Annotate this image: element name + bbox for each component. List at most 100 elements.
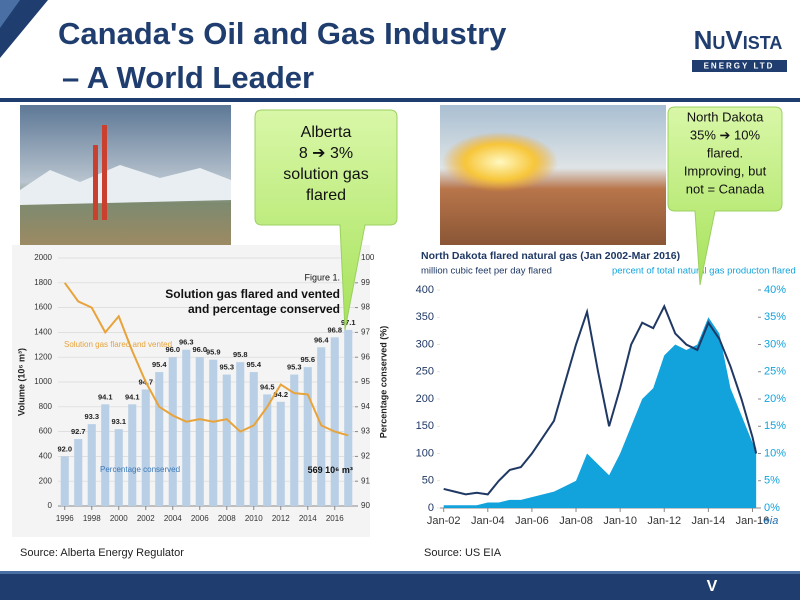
- logo: NuVista: [694, 25, 783, 55]
- y-tick-label: 1000: [34, 377, 52, 386]
- footer-logo: V: [707, 578, 718, 595]
- bar: [222, 374, 231, 506]
- bar: [276, 401, 285, 506]
- x-tick-label: 2006: [191, 514, 209, 523]
- header-corner-light: [0, 0, 20, 28]
- y-tick-label: 300: [416, 338, 434, 350]
- x-tick-label: 1996: [56, 514, 74, 523]
- y-tick-label: 1600: [34, 303, 52, 312]
- x-tick-label: 2002: [137, 514, 155, 523]
- x-tick-label: 2010: [245, 514, 263, 523]
- bar: [155, 372, 164, 506]
- data-label: 95.8: [233, 350, 248, 359]
- x-tick-label: 2016: [326, 514, 344, 523]
- x-tick-label: 2004: [164, 514, 182, 523]
- y2-tick-label: 25%: [764, 366, 786, 378]
- header-rule: [0, 98, 800, 102]
- y2-tick-label: 92: [361, 452, 370, 461]
- callout-text: not = Canada: [686, 181, 765, 196]
- data-label: 96.0: [165, 345, 180, 354]
- chart-title: Figure 1.: [304, 272, 340, 282]
- callout-text: solution gas: [283, 166, 368, 183]
- data-label: 96.8: [327, 325, 342, 334]
- x-tick-label: Jan-12: [647, 515, 681, 527]
- y-tick-label: 0: [428, 502, 434, 514]
- y-tick-label: 0: [48, 501, 53, 510]
- bar: [344, 329, 353, 506]
- chart-alberta: 0 200 400 600 800 1000 1200 1400 1600 1800 2000 90 9…: [16, 253, 388, 523]
- x-tick-label: Jan-16: [736, 515, 770, 527]
- bar: [303, 367, 312, 506]
- y2-tick-label: 5%: [764, 475, 780, 487]
- legend-label: Percentage conserved: [100, 465, 180, 474]
- data-label: 94.5: [260, 382, 275, 391]
- bar: [74, 439, 83, 506]
- callout-text: 8 ➔ 3%: [299, 145, 353, 162]
- y2-tick-label: 99: [361, 278, 370, 287]
- y2-tick-label: 15%: [764, 420, 786, 432]
- bar: [317, 347, 326, 506]
- x-tick-label: Jan-02: [427, 515, 461, 527]
- y2-tick-label: 97: [361, 328, 370, 337]
- y-tick-label: 600: [39, 427, 53, 436]
- x-tick-label: 1998: [83, 514, 101, 523]
- callout: [254, 109, 398, 331]
- bar: [182, 349, 191, 506]
- callout-texts: Alberta 8 ➔ 3% solution gas flared North Dak…: [283, 109, 766, 204]
- x-tick-label: 2008: [218, 514, 236, 523]
- x-tick-label: Jan-14: [692, 515, 726, 527]
- data-label: 95.4: [246, 360, 261, 369]
- y-tick-label: 250: [416, 366, 434, 378]
- data-label: 95.6: [300, 355, 315, 364]
- y-tick-label: 200: [39, 476, 53, 485]
- y-tick-label: 400: [416, 284, 434, 296]
- y-tick-label: 50: [422, 475, 434, 487]
- annotation: 569 10⁶ m³: [308, 465, 353, 475]
- y2-tick-label: 94: [361, 402, 370, 411]
- data-label: 95.3: [287, 363, 302, 372]
- logo-sub: ENERGY LTD: [704, 62, 775, 71]
- data-label: 94.1: [98, 392, 113, 401]
- chart-north-dakota: 0 50 100 150 200 250 300 350 400 0% 5% 10% 15% 20% 25%…: [416, 250, 796, 527]
- logo-bar: [692, 60, 787, 72]
- bar: [141, 389, 150, 506]
- y2-tick-label: 98: [361, 303, 370, 312]
- data-label: 96.0: [192, 345, 207, 354]
- source: Source: US EIA: [424, 547, 502, 559]
- y-tick-label: 2000: [34, 253, 52, 262]
- callout: [667, 106, 783, 286]
- callout-text: flared.: [707, 145, 743, 160]
- data-label: 92.7: [71, 427, 86, 436]
- photo-stacks: [93, 125, 107, 220]
- y2-axis-label: Percentage conserved (%): [378, 326, 388, 439]
- x-tick-label: Jan-06: [515, 515, 549, 527]
- title-line: Canada's Oil and Gas Industry: [58, 16, 507, 51]
- y-tick-label: 100: [416, 447, 434, 459]
- bar: [87, 424, 96, 506]
- bar: [195, 357, 204, 506]
- header-corner: [0, 0, 48, 58]
- callout-text: Alberta: [301, 124, 352, 141]
- callout-box: [254, 109, 398, 331]
- callout-text: 35% ➔ 10%: [690, 127, 761, 142]
- area: [443, 317, 757, 508]
- y2-tick-label: 40%: [764, 284, 786, 296]
- y2-tick-label: 93: [361, 427, 370, 436]
- bar: [209, 359, 218, 506]
- x-tick-label: 2000: [110, 514, 128, 523]
- data-label: 97.1: [341, 318, 356, 327]
- photo-mountains: [20, 165, 231, 205]
- chart-subtitle: and percentage conserved: [188, 302, 340, 316]
- footer-rule: [0, 571, 800, 574]
- x-tick-label: Jan-10: [603, 515, 637, 527]
- y-tick-label: 350: [416, 311, 434, 323]
- callout-box: [667, 106, 783, 286]
- title-line: – A World Leader: [62, 60, 314, 95]
- data-label: 94.1: [125, 392, 140, 401]
- legend-label: million cubic feet per day flared: [421, 266, 552, 277]
- y2-tick-label: 20%: [764, 393, 786, 405]
- bar: [101, 404, 110, 506]
- data-label: 95.3: [219, 363, 234, 372]
- callout-text: North Dakota: [687, 109, 764, 124]
- bar: [249, 372, 258, 506]
